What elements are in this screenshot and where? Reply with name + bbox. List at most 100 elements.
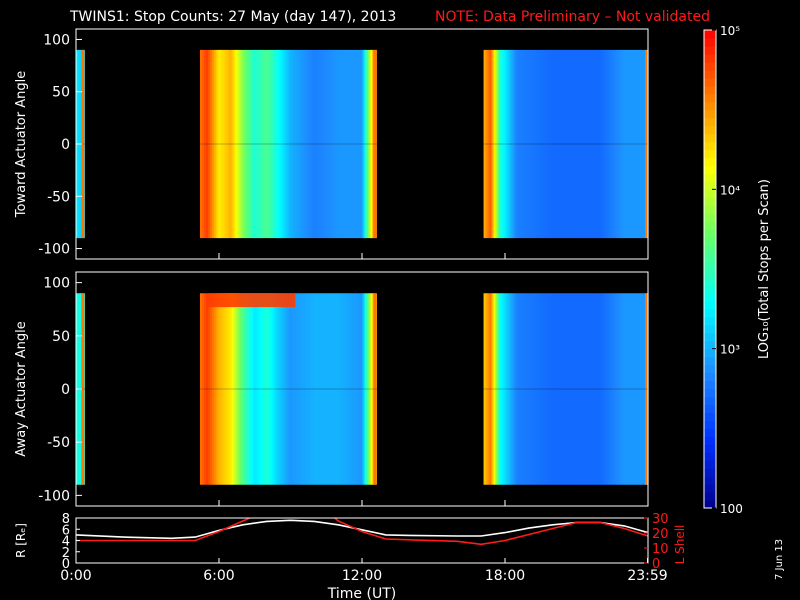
toward-column — [596, 49, 600, 239]
preliminary-note: NOTE: Data Preliminary – Not validated — [435, 9, 710, 25]
away-column — [219, 293, 223, 485]
toward-column — [253, 49, 257, 239]
r-ytick-label: 4 — [62, 535, 70, 550]
toward-column — [640, 49, 643, 239]
away-column — [225, 293, 229, 485]
toward-column — [211, 49, 215, 239]
away-column — [509, 293, 512, 485]
away-column — [606, 293, 609, 485]
toward-column — [552, 49, 556, 239]
colorbar-segment — [704, 109, 716, 119]
away-column — [308, 293, 312, 485]
toward-ytick-label: 0 — [61, 137, 70, 153]
toward-column — [271, 49, 274, 239]
away-column — [602, 293, 606, 485]
colorbar-segment — [704, 213, 716, 222]
away-column — [275, 293, 278, 485]
away-column — [334, 293, 338, 485]
colorbar-segment — [704, 428, 716, 437]
away-column — [245, 293, 249, 485]
toward-column — [247, 49, 251, 239]
away-column — [539, 293, 542, 485]
toward-column — [604, 49, 607, 239]
toward-column — [483, 49, 487, 239]
r-ytick-label: 6 — [62, 523, 70, 538]
colorbar-segment — [704, 276, 716, 286]
colorbar-segment — [704, 165, 716, 174]
toward-column — [243, 49, 247, 239]
away-column — [495, 293, 499, 485]
away-column — [227, 293, 231, 485]
away-column — [505, 293, 508, 485]
away-column — [287, 293, 290, 485]
toward-column — [564, 49, 568, 239]
away-column — [529, 293, 532, 485]
toward-column — [328, 49, 332, 239]
away-column — [493, 293, 497, 485]
toward-column — [509, 49, 512, 239]
away-column — [531, 293, 534, 485]
colorbar-segment — [704, 261, 716, 270]
away-ylabel: Away Actuator Angle — [14, 321, 29, 456]
toward-column — [203, 49, 207, 239]
away-column — [584, 293, 588, 485]
toward-column — [558, 49, 562, 239]
colorbar-segment — [704, 253, 716, 262]
toward-column — [521, 49, 524, 239]
away-column — [592, 293, 596, 485]
away-column — [279, 293, 282, 485]
away-column — [217, 293, 221, 485]
toward-column — [366, 49, 369, 239]
away-column — [523, 293, 526, 485]
away-column — [552, 293, 556, 485]
away-column — [338, 293, 342, 485]
colorbar-segment — [704, 53, 716, 63]
away-column — [253, 293, 257, 485]
colorbar-segment — [704, 245, 716, 254]
away-column — [503, 293, 506, 485]
toward-column — [578, 49, 582, 239]
away-column — [310, 293, 314, 485]
toward-column — [535, 49, 538, 239]
away-column — [634, 293, 637, 485]
colorbar-segment — [704, 61, 716, 71]
away-hot-band — [207, 293, 296, 308]
toward-column — [213, 49, 217, 239]
toward-column — [336, 49, 340, 239]
colorbar-segment — [704, 364, 716, 374]
away-column — [588, 293, 592, 485]
colorbar-segment — [704, 404, 716, 413]
away-column — [221, 293, 225, 485]
toward-column — [302, 49, 306, 239]
toward-column — [614, 49, 617, 239]
time-xtick-label: 6:00 — [203, 568, 234, 584]
toward-column — [340, 49, 344, 239]
l-shell-line — [76, 518, 648, 546]
toward-column — [251, 49, 255, 239]
r-ytick-label: 8 — [62, 512, 70, 527]
away-column — [223, 293, 227, 485]
away-edge-column — [373, 293, 377, 485]
lshell-axis-label: L Shell — [673, 525, 687, 565]
away-column — [346, 293, 350, 485]
colorbar-segment — [704, 468, 716, 477]
colorbar-segment — [704, 45, 716, 55]
toward-column — [291, 49, 294, 239]
toward-column — [592, 49, 596, 239]
colorbar: 10⁵ 10⁴ 10³ 100 LOG₁₀(Total Stops per Scan) — [703, 24, 772, 516]
away-ytick-label: 0 — [61, 382, 70, 398]
colorbar-segment — [704, 372, 716, 382]
toward-column — [519, 49, 522, 239]
away-column — [259, 293, 262, 485]
away-column — [546, 293, 550, 485]
toward-column — [356, 49, 360, 239]
toward-column — [233, 49, 237, 239]
toward-column — [277, 49, 280, 239]
toward-column — [259, 49, 262, 239]
colorbar-segment — [704, 380, 716, 390]
colorbar-segment — [704, 476, 716, 485]
away-column — [624, 293, 627, 485]
away-column — [636, 293, 639, 485]
toward-column — [217, 49, 221, 239]
